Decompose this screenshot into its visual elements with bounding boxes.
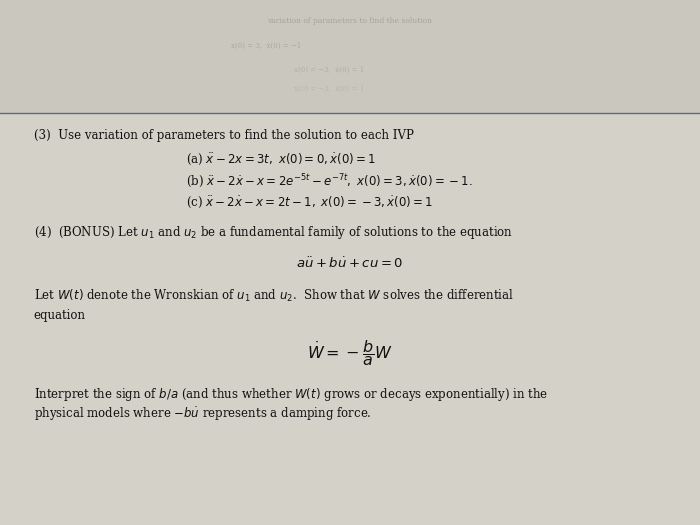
- Text: (4)  (BONUS) Let $u_1$ and $u_2$ be a fundamental family of solutions to the equ: (4) (BONUS) Let $u_1$ and $u_2$ be a fun…: [34, 224, 512, 240]
- Text: x(0) = −3,  ẋ(0) = 1: x(0) = −3, ẋ(0) = 1: [294, 66, 364, 74]
- FancyBboxPatch shape: [0, 0, 700, 113]
- Text: variation of parameters to find the solution: variation of parameters to find the solu…: [267, 17, 433, 25]
- Text: $a\ddot{u} + b\dot{u} + cu = 0$: $a\ddot{u} + b\dot{u} + cu = 0$: [296, 256, 404, 271]
- Text: Interpret the sign of $b/a$ (and thus whether $W(t)$ grows or decays exponential: Interpret the sign of $b/a$ (and thus wh…: [34, 386, 548, 403]
- Text: physical models where $-b\dot{u}$ represents a damping force.: physical models where $-b\dot{u}$ repres…: [34, 406, 371, 424]
- Text: equation: equation: [34, 309, 85, 321]
- Text: Let $W(t)$ denote the Wronskian of $u_1$ and $u_2$.  Show that $W$ solves the di: Let $W(t)$ denote the Wronskian of $u_1$…: [34, 288, 514, 303]
- Text: x(0) = 3,  ẋ(0) = −1: x(0) = 3, ẋ(0) = −1: [231, 42, 301, 50]
- Text: (3)  Use variation of parameters to find the solution to each IVP: (3) Use variation of parameters to find …: [34, 129, 414, 142]
- Text: (b) $\ddot{x} - 2\dot{x} - x = 2e^{-5t} - e^{-7t},\ x(0) = 3, \dot{x}(0) = -1.$: (b) $\ddot{x} - 2\dot{x} - x = 2e^{-5t} …: [186, 172, 472, 190]
- Text: (a) $\ddot{x} - 2x = 3t,\ x(0) = 0, \dot{x}(0) = 1$: (a) $\ddot{x} - 2x = 3t,\ x(0) = 0, \dot…: [186, 152, 375, 167]
- Text: $\dot{W} = -\dfrac{b}{a}W$: $\dot{W} = -\dfrac{b}{a}W$: [307, 338, 393, 368]
- Text: x(0) = −3,  ẋ(0) = 1: x(0) = −3, ẋ(0) = 1: [294, 85, 364, 93]
- Text: (c) $\ddot{x} - 2\dot{x} - x = 2t - 1,\ x(0) = -3, \dot{x}(0) = 1$: (c) $\ddot{x} - 2\dot{x} - x = 2t - 1,\ …: [186, 195, 433, 211]
